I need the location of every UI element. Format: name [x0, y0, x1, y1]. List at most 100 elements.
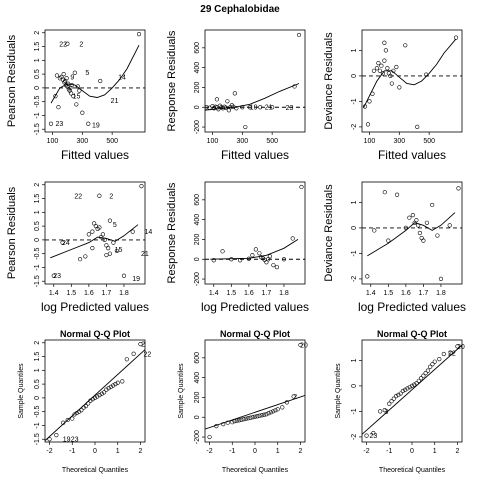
data-point: [56, 105, 61, 110]
data-point: [410, 213, 415, 218]
x-axis-label: log Predicted values: [41, 300, 149, 314]
x-tick-label: 0: [93, 448, 97, 455]
data-point: [435, 233, 440, 238]
plot-area: [45, 342, 145, 442]
plot-frame: [204, 181, 306, 285]
data-point: [92, 395, 98, 400]
data-point: [236, 418, 242, 423]
data-point: [102, 237, 107, 242]
data-point: [237, 258, 243, 263]
data-point: [86, 401, 91, 406]
data-point: [239, 417, 244, 422]
y-tick-label: -1.5: [34, 275, 41, 287]
data-point: [270, 105, 275, 110]
x-tick-label: 1.5: [383, 290, 393, 297]
y-tick-label: -0.5: [34, 96, 41, 108]
data-point: [259, 413, 264, 418]
plot-frame: [44, 181, 146, 285]
data-point: [398, 391, 403, 396]
data-point: [253, 247, 258, 252]
plot-area: [205, 342, 305, 440]
data-point: [424, 72, 429, 77]
x-tick-label: -1: [69, 448, 75, 455]
data-point: [223, 105, 228, 110]
plot-frame: [204, 29, 306, 133]
data-point: [234, 418, 239, 423]
y-tick-label: 1: [351, 48, 358, 52]
y-tick-label: 0: [34, 238, 41, 242]
data-point: [264, 260, 269, 265]
data-point: [111, 383, 116, 388]
point-label: 22: [59, 41, 67, 48]
plot-frame: [204, 339, 306, 443]
x-tick-label: 500: [106, 138, 118, 145]
y-tick-label: 200: [194, 81, 201, 93]
data-point: [97, 193, 102, 198]
data-point: [88, 398, 93, 403]
x-tick-label: 2: [299, 448, 303, 455]
x-tick-label: 100: [364, 138, 376, 145]
y-tick-label: -1: [351, 408, 358, 414]
x-tick-label: 1: [433, 448, 437, 455]
data-point: [407, 215, 412, 220]
data-point: [243, 416, 249, 421]
data-point: [421, 238, 426, 243]
x-tick-label: 1.5: [66, 290, 76, 297]
y-tick-label: -1: [34, 112, 41, 118]
data-point: [416, 378, 421, 383]
data-point: [107, 251, 113, 256]
data-point: [250, 253, 255, 258]
y-tick-label: 1: [351, 200, 358, 204]
x-tick-label: 300: [393, 138, 405, 145]
data-point: [83, 254, 88, 259]
data-point: [90, 246, 95, 251]
data-point: [72, 412, 77, 417]
qq-reference-line: [205, 395, 305, 430]
x-tick-label: 300: [236, 138, 248, 145]
x-tick-label: 1.8: [119, 290, 129, 297]
data-point: [77, 257, 83, 262]
data-point: [409, 383, 415, 389]
point-label: 24: [62, 240, 70, 247]
data-point: [221, 422, 226, 427]
data-point: [106, 386, 111, 391]
data-point: [257, 251, 262, 256]
y-tick-label: 600: [194, 352, 201, 364]
y-tick-label: 0: [194, 257, 201, 261]
plot-frame: [44, 29, 146, 133]
data-point: [379, 63, 384, 68]
x-tick-label: 500: [423, 138, 435, 145]
data-point: [65, 41, 70, 46]
point-label: 5: [113, 222, 117, 229]
y-tick-label: 2: [34, 183, 41, 187]
data-point: [391, 396, 396, 401]
y-tick-label: 0.5: [34, 69, 41, 79]
data-point: [77, 88, 82, 93]
data-point: [121, 273, 127, 278]
data-point: [380, 71, 385, 76]
data-point: [108, 384, 114, 389]
y-tick-label: -2: [351, 434, 358, 440]
data-point: [299, 184, 304, 190]
data-point: [229, 257, 234, 262]
x-tick-label: 2: [139, 448, 143, 455]
panel-4: 1.4 1.5 1.6 1.7 1.8 -1.5 -1 -0.5 0 0.5 1 1.5 2 log Pr…: [6, 181, 152, 314]
data-point: [382, 58, 387, 63]
smooth-curve: [50, 44, 140, 104]
data-point: [90, 397, 95, 402]
point-label: 20: [300, 342, 308, 349]
data-point: [81, 405, 86, 410]
point-label: 23: [286, 105, 294, 112]
x-tick-label: -2: [363, 448, 369, 455]
plot-area: [45, 32, 145, 126]
y-tick-label: 0: [351, 74, 358, 78]
data-point: [456, 186, 461, 191]
data-point: [376, 61, 381, 66]
x-tick-label: 1.6: [401, 290, 411, 297]
plot-area: [205, 32, 305, 130]
x-tick-label: 1.4: [366, 290, 376, 297]
data-point: [230, 420, 235, 425]
y-tick-label: 400: [194, 372, 201, 384]
data-point: [284, 400, 289, 405]
